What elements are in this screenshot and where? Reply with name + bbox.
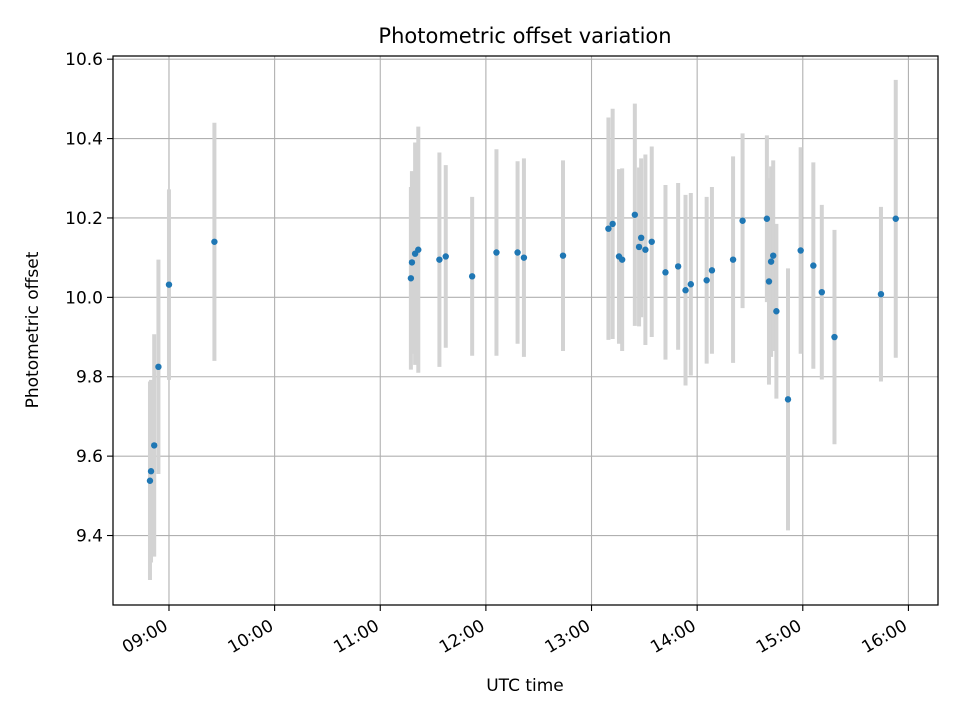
data-point [618,256,626,263]
y-axis-label: Photometric offset [23,251,43,408]
data-points [146,211,899,484]
plot-frame [112,55,939,606]
data-point [211,238,218,245]
data-point [150,442,158,449]
data-point [408,259,416,266]
data-point [631,211,639,218]
y-tick-label: 9.6 [76,447,103,467]
data-point [605,225,612,232]
data-point [146,477,154,484]
data-point [892,215,899,222]
data-point [165,281,173,288]
data-point [415,246,422,253]
data-point [514,249,521,256]
data-point [635,243,643,251]
data-point [155,363,162,371]
data-point [520,254,528,261]
data-point [797,247,804,254]
data-point [810,262,817,269]
y-tick-label: 10.2 [65,209,103,229]
data-point [468,273,476,280]
y-tick-label: 10.0 [65,288,103,308]
data-point [609,220,616,228]
data-point [442,253,449,260]
data-point [147,468,155,475]
data-point [662,269,669,276]
data-point [739,217,746,224]
data-point [703,277,710,284]
data-point [818,288,826,296]
data-point [770,252,777,259]
data-point [784,396,792,403]
y-tick-label: 9.8 [76,368,103,388]
data-point [642,246,649,253]
y-tick-label: 10.4 [65,130,103,150]
data-point [648,238,655,245]
y-tick-label: 10.6 [65,50,103,70]
y-axis-ticks: 9.4 9.6 9.8 10.0 10.2 10.4 10.6 [65,50,113,547]
y-tick-label: 9.4 [76,527,103,547]
data-point [773,308,780,315]
data-point [708,267,716,274]
data-point [767,258,775,265]
data-point [674,263,682,270]
data-point [559,252,567,259]
data-point [687,281,695,288]
x-axis-label: UTC time [486,676,564,696]
data-point [493,249,500,256]
data-point [637,234,645,242]
data-point [763,215,771,222]
data-point [831,333,838,341]
data-point [765,278,773,285]
data-point [682,287,689,294]
data-point [407,275,415,282]
data-point [729,256,737,263]
data-point [877,290,885,298]
data-point [436,256,443,263]
chart-title: Photometric offset variation [378,24,671,48]
